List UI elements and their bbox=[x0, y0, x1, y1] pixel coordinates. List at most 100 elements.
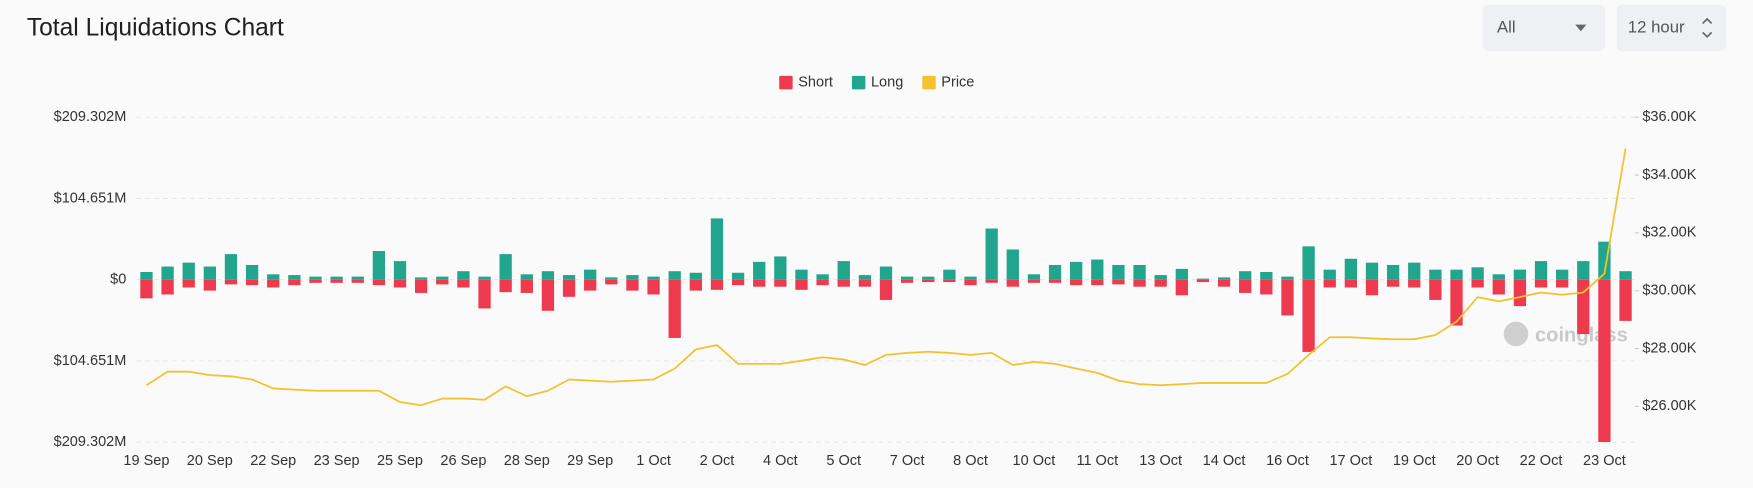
bar bbox=[1619, 271, 1632, 280]
bar bbox=[1154, 279, 1167, 287]
bar bbox=[245, 279, 259, 286]
bar bbox=[309, 279, 322, 283]
bar bbox=[1091, 259, 1104, 280]
bar bbox=[1154, 275, 1167, 280]
bar bbox=[1217, 277, 1231, 280]
y-tick-label: $104.651M bbox=[54, 190, 127, 206]
bar bbox=[816, 274, 829, 280]
bar bbox=[393, 279, 407, 288]
x-tick-label: 22 Sep bbox=[250, 453, 296, 469]
bar bbox=[414, 277, 428, 280]
bar bbox=[626, 279, 639, 291]
range-select-value[interactable]: All bbox=[1497, 17, 1516, 36]
x-tick-label: 10 Oct bbox=[1013, 453, 1056, 469]
bar bbox=[858, 275, 872, 280]
legend-swatch[interactable] bbox=[922, 75, 936, 90]
bar bbox=[1450, 269, 1463, 280]
y2-tick-label: $28.00K bbox=[1642, 340, 1696, 356]
bar bbox=[161, 279, 174, 295]
bar bbox=[393, 261, 407, 280]
bar bbox=[1027, 274, 1041, 280]
bar bbox=[731, 279, 745, 286]
bar bbox=[1070, 279, 1083, 286]
bar bbox=[562, 279, 576, 297]
legend-swatch[interactable] bbox=[779, 75, 793, 90]
y-tick-label: $209.302M bbox=[54, 109, 127, 125]
bar bbox=[288, 279, 301, 286]
x-tick-label: 11 Oct bbox=[1076, 453, 1118, 469]
bar bbox=[1239, 271, 1252, 280]
bar bbox=[1556, 279, 1569, 288]
y2-tick-label: $36.00K bbox=[1642, 109, 1696, 125]
bar bbox=[900, 276, 914, 280]
bar bbox=[1281, 279, 1294, 316]
bar bbox=[224, 254, 238, 280]
bar bbox=[330, 279, 343, 283]
bar bbox=[1260, 271, 1273, 280]
bar bbox=[520, 274, 533, 280]
bar bbox=[1577, 261, 1590, 280]
bar bbox=[1365, 262, 1379, 280]
bar bbox=[457, 271, 470, 280]
bar bbox=[1260, 279, 1273, 295]
bar bbox=[964, 276, 977, 280]
interval-select-value[interactable]: 12 hour bbox=[1628, 17, 1685, 36]
bar bbox=[499, 279, 512, 293]
bar bbox=[224, 279, 238, 285]
bar bbox=[414, 279, 428, 293]
bar bbox=[668, 271, 681, 280]
x-tick-label: 20 Oct bbox=[1456, 453, 1499, 469]
bar bbox=[1492, 274, 1505, 280]
bar bbox=[1450, 279, 1463, 326]
bar bbox=[1492, 279, 1505, 295]
bar bbox=[837, 261, 850, 280]
bar bbox=[1619, 279, 1632, 321]
bar bbox=[1365, 279, 1379, 296]
x-tick-label: 14 Oct bbox=[1203, 453, 1246, 469]
bar bbox=[1048, 279, 1062, 283]
bar bbox=[562, 275, 576, 280]
y-tick-label: $209.302M bbox=[54, 434, 127, 450]
bar bbox=[245, 264, 259, 280]
range-select[interactable]: All bbox=[1482, 4, 1606, 52]
y2-tick-label: $26.00K bbox=[1642, 398, 1696, 414]
legend-label[interactable]: Short bbox=[798, 74, 833, 90]
x-tick-label: 26 Sep bbox=[440, 453, 486, 469]
bar bbox=[1408, 262, 1421, 280]
legend-swatch[interactable] bbox=[851, 75, 866, 90]
legend-label[interactable]: Long bbox=[871, 74, 903, 90]
bar bbox=[1344, 258, 1358, 280]
bar bbox=[605, 279, 618, 285]
spinner-icon[interactable] bbox=[1702, 17, 1713, 39]
bar bbox=[1534, 279, 1548, 288]
bar bbox=[1112, 279, 1125, 285]
bar bbox=[436, 279, 449, 285]
x-tick-label: 23 Oct bbox=[1583, 453, 1626, 469]
dropdown-caret[interactable] bbox=[1575, 24, 1587, 32]
bar bbox=[351, 276, 364, 280]
bar bbox=[879, 266, 893, 280]
x-tick-label: 19 Oct bbox=[1393, 453, 1436, 469]
x-tick-label: 16 Oct bbox=[1266, 453, 1309, 469]
interval-select[interactable]: 12 hour bbox=[1616, 4, 1727, 52]
bar bbox=[922, 276, 935, 280]
bar bbox=[1513, 279, 1527, 307]
bar bbox=[436, 276, 449, 280]
bar bbox=[499, 254, 512, 280]
bar bbox=[1175, 279, 1188, 296]
bar bbox=[1386, 279, 1400, 287]
bar bbox=[753, 261, 766, 280]
legend-label[interactable]: Price bbox=[941, 74, 974, 90]
bar bbox=[372, 251, 386, 280]
range-select-box[interactable] bbox=[1482, 4, 1606, 52]
bar bbox=[1598, 279, 1611, 442]
bar bbox=[1323, 269, 1336, 280]
x-tick-label: 20 Sep bbox=[187, 453, 233, 469]
interval-select-box[interactable] bbox=[1616, 4, 1727, 52]
bar bbox=[541, 271, 555, 280]
bar bbox=[795, 279, 808, 290]
bar bbox=[795, 269, 808, 280]
bar bbox=[1175, 268, 1188, 280]
bar bbox=[1302, 279, 1315, 352]
bar bbox=[1196, 279, 1210, 283]
